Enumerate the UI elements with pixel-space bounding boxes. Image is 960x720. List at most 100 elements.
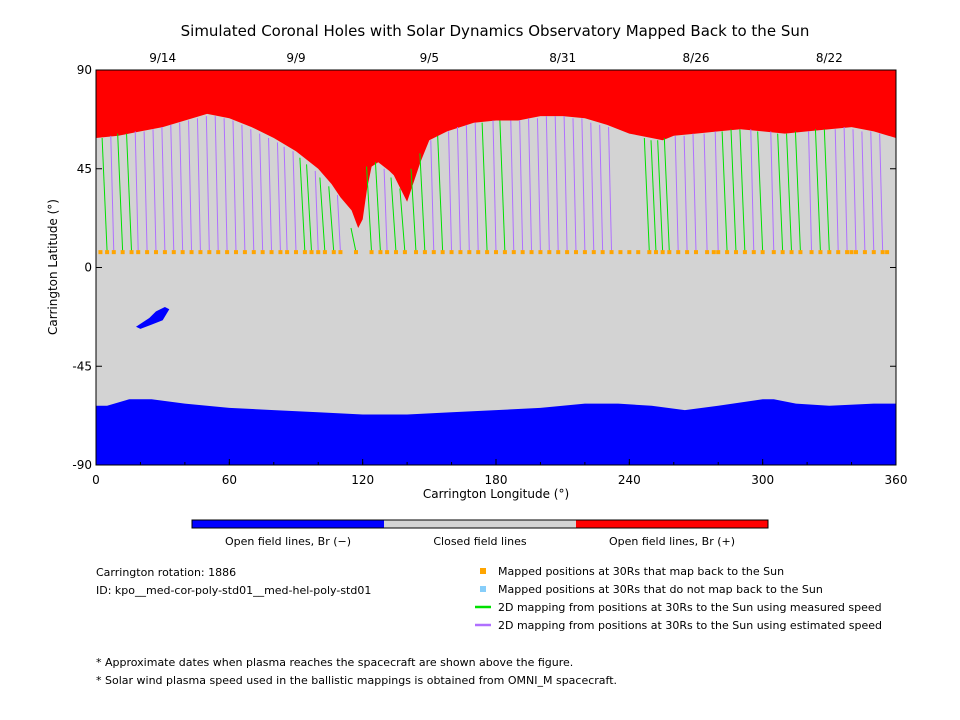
estimated-mapping-line — [572, 118, 577, 253]
measured-mapping-line — [319, 177, 326, 253]
mapped-footpoint — [431, 250, 436, 255]
x-axis-label: Carrington Longitude (°) — [423, 487, 569, 501]
mapped-footpoint — [742, 250, 747, 255]
mapped-footpoint — [338, 250, 343, 255]
estimated-mapping-line — [292, 151, 297, 253]
estimated-mapping-line — [223, 118, 228, 253]
mapped-footpoint — [251, 250, 256, 255]
mapped-footpoint — [627, 250, 632, 255]
estimated-mapping-line — [250, 129, 255, 253]
estimated-mapping-line — [232, 120, 237, 253]
measured-mapping-line — [499, 120, 506, 253]
measured-mapping-line — [399, 188, 406, 253]
measured-mapping-line — [390, 177, 397, 253]
legend-marker — [480, 586, 486, 592]
estimated-mapping-line — [852, 129, 857, 253]
mapped-footpoint — [574, 250, 578, 255]
x-tick-label: 60 — [222, 473, 237, 487]
top-date-label: 8/31 — [549, 51, 576, 65]
mapped-footpoint — [667, 250, 672, 255]
measured-mapping-line — [721, 131, 728, 253]
estimated-mapping-line — [563, 116, 568, 253]
y-axis: -90 -45 0 45 90 — [72, 63, 896, 472]
mapped-footpoint — [458, 250, 463, 255]
legend-marker — [480, 568, 486, 574]
mapped-footpoint — [331, 250, 336, 255]
mapped-footpoint — [120, 250, 125, 255]
estimated-mapping-line — [241, 124, 246, 253]
estimated-mapping-line — [879, 133, 884, 253]
legend-entry: 2D mapping from positions at 30Rs to the… — [498, 601, 882, 614]
estimated-mapping-line — [465, 124, 470, 253]
mapped-footpoint — [216, 250, 221, 255]
mapped-footpoint — [316, 250, 321, 255]
x-tick-label: 360 — [885, 473, 908, 487]
mapped-footpoint — [880, 250, 885, 255]
mapped-footpoint — [285, 250, 290, 255]
measured-mapping-line — [366, 166, 373, 253]
measured-mapping-line — [757, 131, 764, 253]
estimated-mapping-line — [703, 133, 708, 253]
model-id: ID: kpo__med-cor-poly-std01__med-hel-pol… — [96, 584, 371, 597]
mapped-footpoint — [467, 250, 472, 255]
mapped-footpoint — [136, 250, 141, 255]
mapped-footpoint — [162, 250, 167, 255]
mapped-footpoint — [529, 250, 534, 255]
estimated-mapping-line — [492, 120, 497, 253]
x-tick-label: 240 — [618, 473, 641, 487]
estimated-mapping-line — [750, 129, 755, 253]
colorbar-segment — [384, 520, 576, 528]
mapped-footpoint — [402, 250, 407, 255]
colorbar-segment — [576, 520, 768, 528]
mapped-footpoint — [854, 250, 858, 255]
mapped-footpoint — [725, 250, 730, 255]
south-open-field-patch — [136, 307, 170, 329]
estimated-mapping-line — [143, 131, 148, 253]
estimated-mapping-line — [536, 118, 541, 253]
closed-field-background — [96, 70, 896, 465]
mapped-footpoint — [502, 250, 507, 255]
top-date-axis: 9/14 9/9 9/5 8/31 8/26 8/22 — [149, 51, 843, 75]
mapped-footpoint — [809, 250, 814, 255]
estimated-mapping-line — [448, 131, 453, 253]
estimated-mapping-line — [314, 170, 319, 253]
mapped-footpoint — [260, 250, 265, 255]
mapped-footpoint — [716, 250, 721, 255]
estimated-mapping-line — [599, 124, 604, 253]
footpoints — [98, 250, 890, 255]
top-date-label: 9/14 — [149, 51, 176, 65]
mapped-footpoint — [582, 250, 587, 255]
measured-mapping-line — [117, 133, 124, 253]
mapped-footpoint — [885, 250, 890, 255]
note-speed: * Solar wind plasma speed used in the ba… — [96, 674, 617, 687]
mapping-lines — [101, 116, 884, 253]
colorbar-segment — [192, 520, 384, 528]
mapped-footpoint — [171, 250, 176, 255]
estimated-mapping-line — [276, 142, 281, 253]
mapped-footpoint — [278, 250, 283, 255]
y-tick-label: -90 — [72, 458, 92, 472]
mapped-footpoint — [354, 250, 358, 255]
mapped-footpoint — [98, 250, 103, 255]
mapped-footpoint — [242, 250, 247, 255]
estimated-mapping-line — [519, 120, 524, 253]
measured-mapping-line — [814, 129, 821, 253]
mapped-footpoint — [798, 250, 803, 255]
estimated-mapping-line — [161, 127, 166, 253]
top-date-label: 9/9 — [286, 51, 305, 65]
mapped-footpoint — [105, 250, 110, 255]
measured-mapping-line — [410, 168, 417, 253]
measured-mapping-line — [650, 140, 657, 253]
estimated-mapping-line — [510, 120, 515, 253]
estimated-mapping-line — [152, 129, 157, 253]
mapped-footpoint — [771, 250, 776, 255]
mapped-footpoint — [694, 250, 698, 255]
x-tick-label: 300 — [751, 473, 774, 487]
mapped-footpoint — [520, 250, 525, 255]
measured-mapping-line — [739, 129, 746, 253]
mapped-footpoint — [189, 250, 194, 255]
measured-mapping-line — [643, 138, 650, 253]
mapped-footpoint — [547, 250, 552, 255]
legend-entry: Mapped positions at 30Rs that do not map… — [498, 583, 823, 596]
